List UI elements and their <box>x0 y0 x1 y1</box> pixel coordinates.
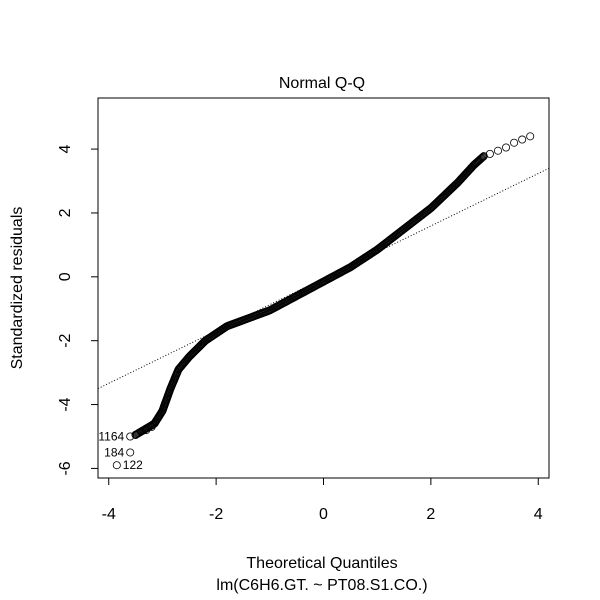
x-axis: -4 -2 0 2 4 <box>102 477 543 523</box>
chart-title: Normal Q-Q <box>279 75 365 92</box>
y-axis: -6 -4 -2 0 2 4 <box>57 145 99 476</box>
sample-point <box>476 154 485 163</box>
y-tick-label: 2 <box>57 208 74 217</box>
y-tick-label: -4 <box>57 397 74 411</box>
chart-subtitle: lm(C6H6.GT. ~ PT08.S1.CO.) <box>216 577 427 594</box>
x-tick-label: 2 <box>426 506 435 523</box>
outlier-point <box>142 426 151 435</box>
y-tick-label: 0 <box>57 272 74 281</box>
x-tick-label: -4 <box>102 506 116 523</box>
outlier-point <box>510 138 519 147</box>
outlier-label: 184 <box>104 445 124 459</box>
sample-point <box>477 154 486 163</box>
outlier-point <box>518 135 527 144</box>
sample-point <box>479 152 488 161</box>
outlier-point <box>126 448 135 457</box>
y-tick-label: -6 <box>57 461 74 475</box>
x-axis-label: Theoretical Quantiles <box>246 555 397 572</box>
outlier-label: 122 <box>123 458 143 472</box>
outlier-label: 1164 <box>98 429 124 443</box>
outlier-point <box>126 432 135 441</box>
outlier-point <box>131 430 140 439</box>
x-tick-label: -2 <box>209 506 223 523</box>
x-tick-label: 4 <box>534 506 543 523</box>
y-tick-label: -2 <box>57 333 74 347</box>
outlier-point <box>526 132 535 141</box>
outlier-point <box>502 143 511 152</box>
y-axis-label: Standardized residuals <box>9 207 26 370</box>
outlier-point <box>112 461 121 470</box>
sample-point <box>478 153 487 162</box>
y-tick-label: 4 <box>57 145 74 154</box>
x-tick-label: 0 <box>319 506 328 523</box>
outlier-point <box>493 146 502 155</box>
outlier-point <box>485 149 494 158</box>
